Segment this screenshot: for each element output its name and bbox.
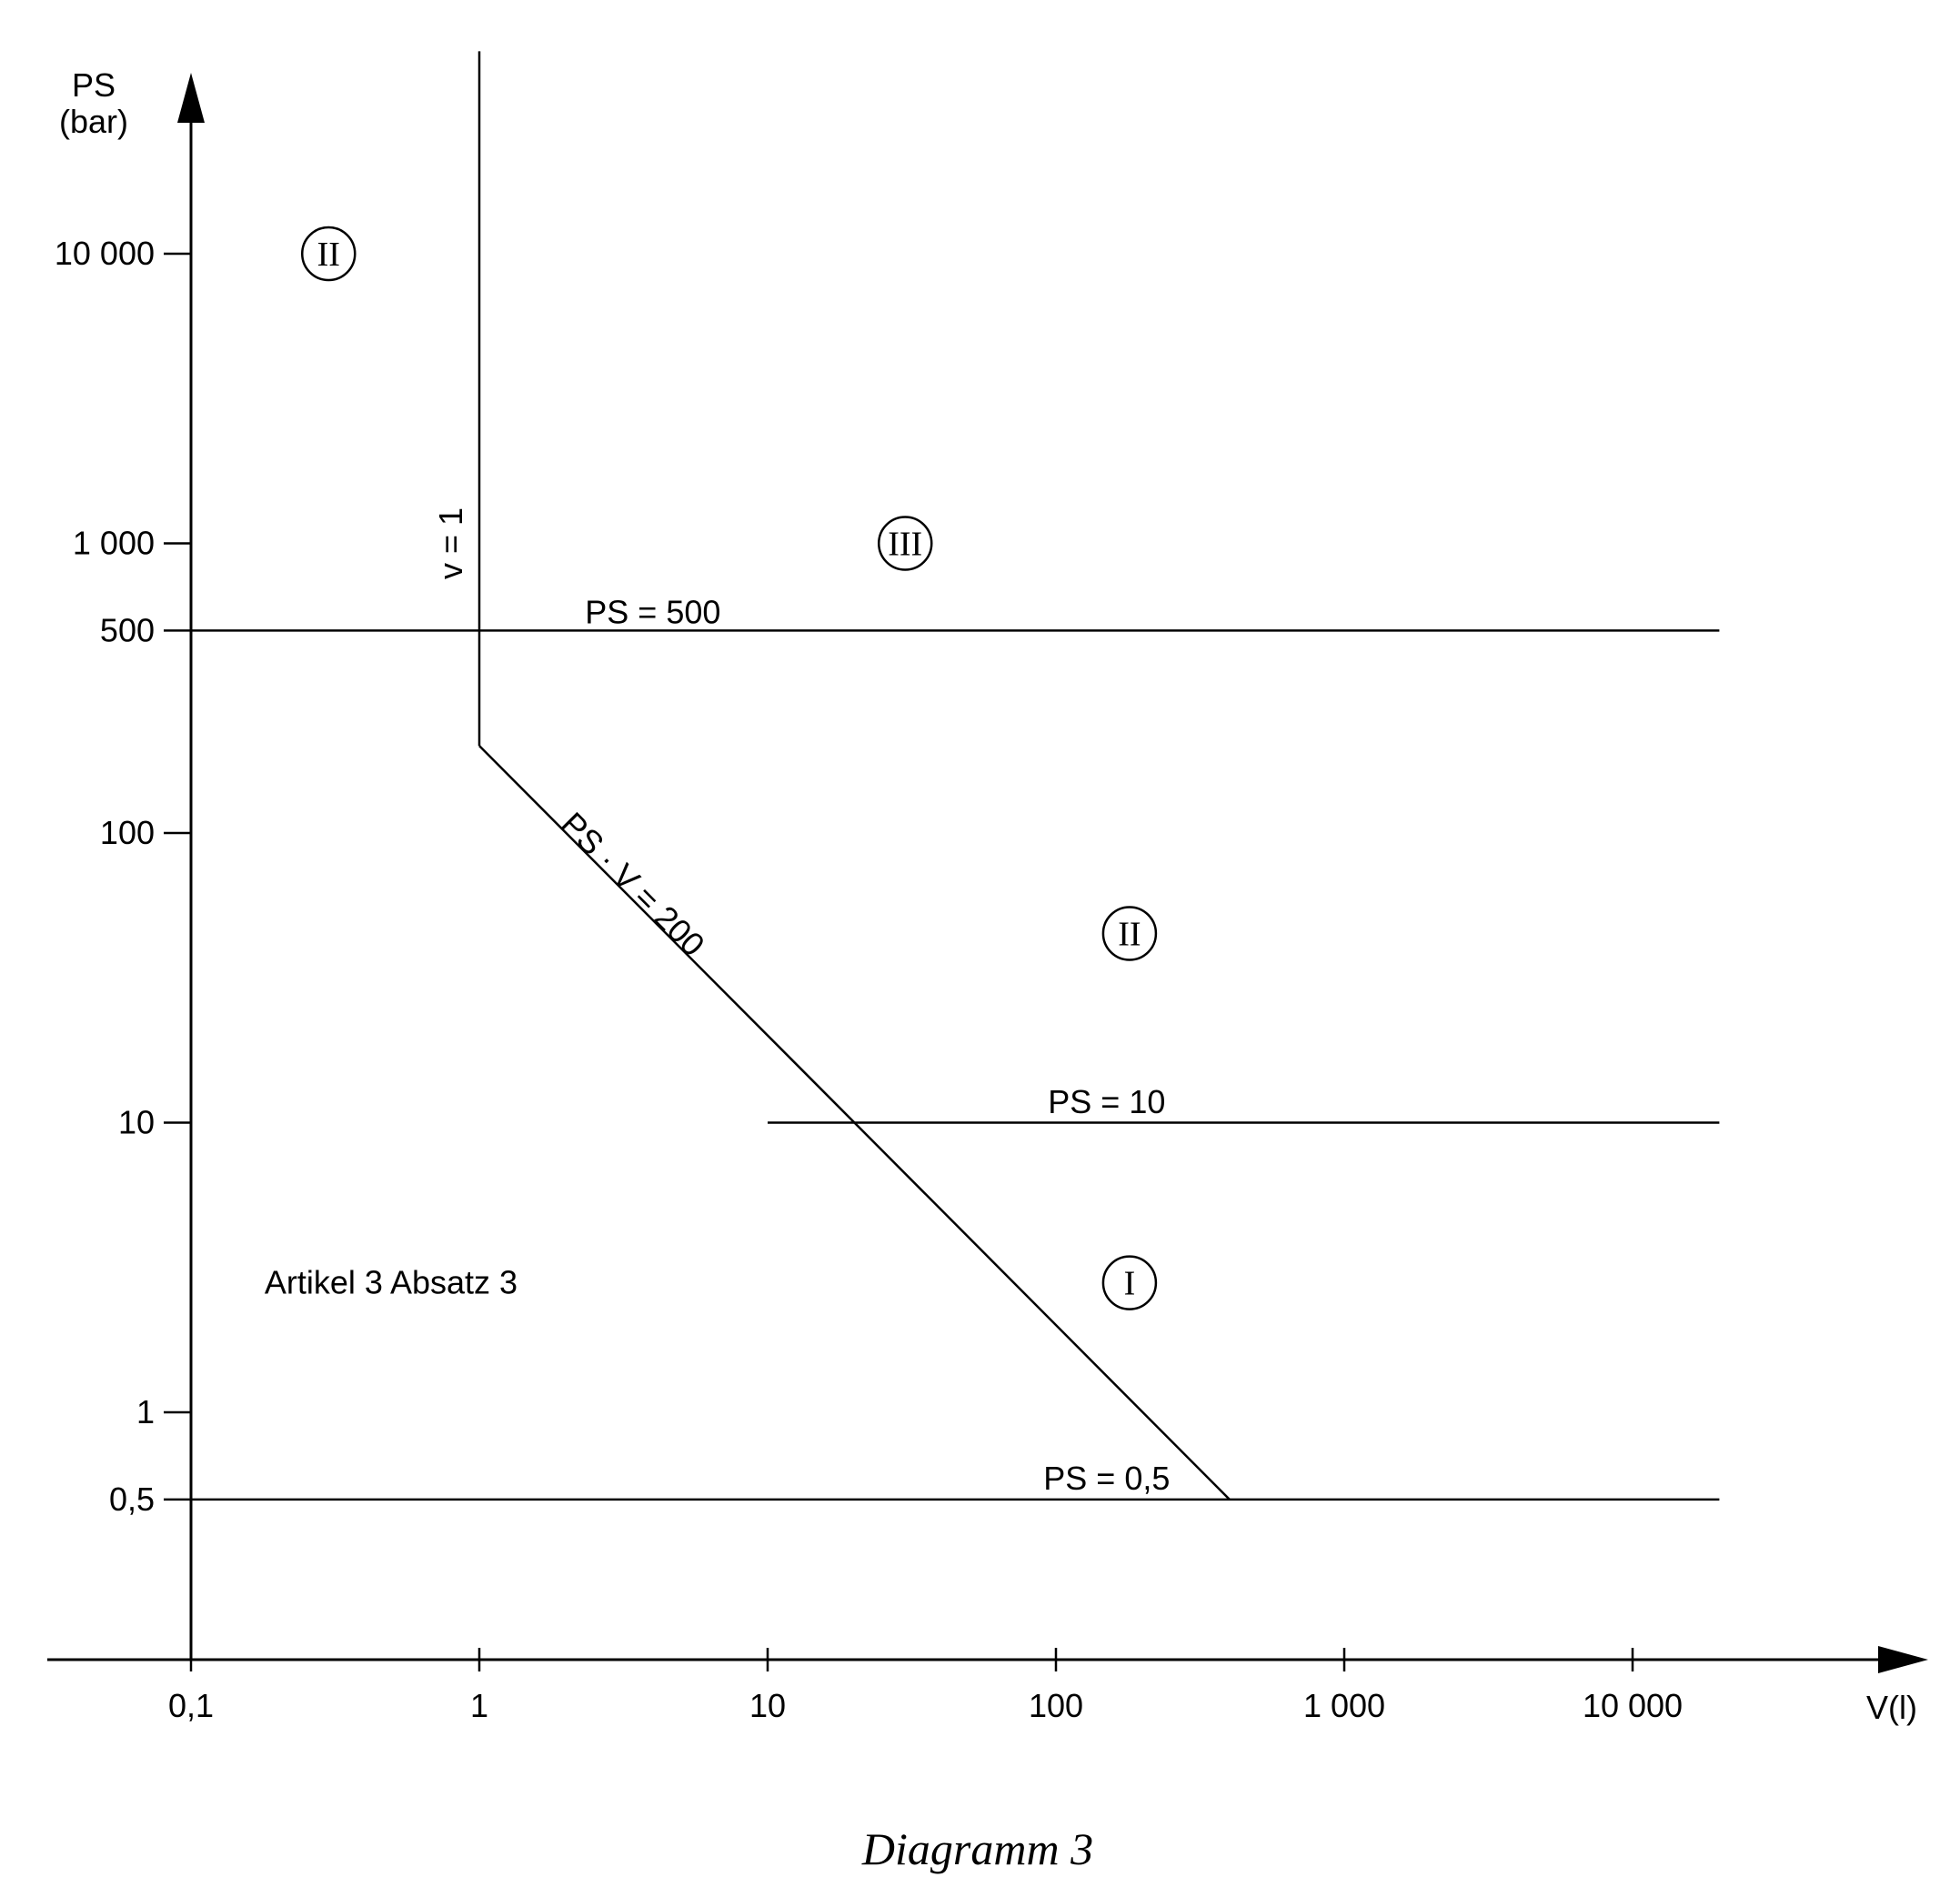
y-tick-label: 10 xyxy=(118,1104,155,1141)
category-label: I xyxy=(1124,1265,1136,1303)
category-marker: III xyxy=(877,516,933,571)
category-label: II xyxy=(317,236,340,274)
boundary-label: v = 1 xyxy=(432,507,469,579)
boundary-label: PS · V = 200 xyxy=(554,805,712,963)
boundary-label: PS = 10 xyxy=(1048,1083,1165,1120)
y-tick-label: 0,5 xyxy=(109,1480,155,1518)
annotations: Artikel 3 Absatz 3 xyxy=(265,1264,518,1301)
boundary-label: PS = 500 xyxy=(585,593,720,630)
category-circle xyxy=(300,226,357,282)
region-annotation: Artikel 3 Absatz 3 xyxy=(265,1264,518,1301)
category-marker: II xyxy=(300,226,357,282)
y-axis-label: PS xyxy=(72,66,116,104)
x-tick-label: 0,1 xyxy=(168,1687,214,1724)
x-tick-label: 1 xyxy=(470,1687,488,1724)
x-axis-arrowhead xyxy=(1878,1646,1928,1673)
diagram-caption: Diagramm 3 xyxy=(861,1823,1093,1874)
category-circle xyxy=(1101,906,1158,961)
x-tick-label: 100 xyxy=(1029,1687,1083,1724)
y-tick-label: 10 000 xyxy=(55,235,155,272)
y-tick-label: 1 xyxy=(136,1393,155,1430)
category-label: II xyxy=(1118,915,1141,953)
category-marker: II xyxy=(1101,906,1158,961)
boundary-label: PS = 0,5 xyxy=(1043,1460,1170,1497)
axis-ticks: 0,1 1 10 100 1 000 10 000 0,5 1 10 100 500 1 000 10 … xyxy=(55,235,1683,1724)
boundary-line xyxy=(478,745,1231,1501)
y-tick-label: 1 000 xyxy=(73,525,155,562)
y-tick-label: 500 xyxy=(100,611,155,648)
y-tick-label: 100 xyxy=(100,814,155,851)
x-axis-label: V(l) xyxy=(1866,1689,1917,1726)
x-tick-label: 10 000 xyxy=(1583,1687,1683,1724)
y-axis-unit-label: (bar) xyxy=(59,103,128,140)
x-tick-label: 1 000 xyxy=(1303,1687,1385,1724)
category-marker: I xyxy=(1101,1255,1158,1310)
axes: PS (bar) V(l) xyxy=(47,66,1928,1726)
x-tick-label: 10 xyxy=(749,1687,786,1724)
category-circle xyxy=(1101,1255,1158,1310)
category-label: III xyxy=(888,526,922,564)
category-circle xyxy=(877,516,933,571)
y-axis-arrowhead xyxy=(177,73,205,123)
